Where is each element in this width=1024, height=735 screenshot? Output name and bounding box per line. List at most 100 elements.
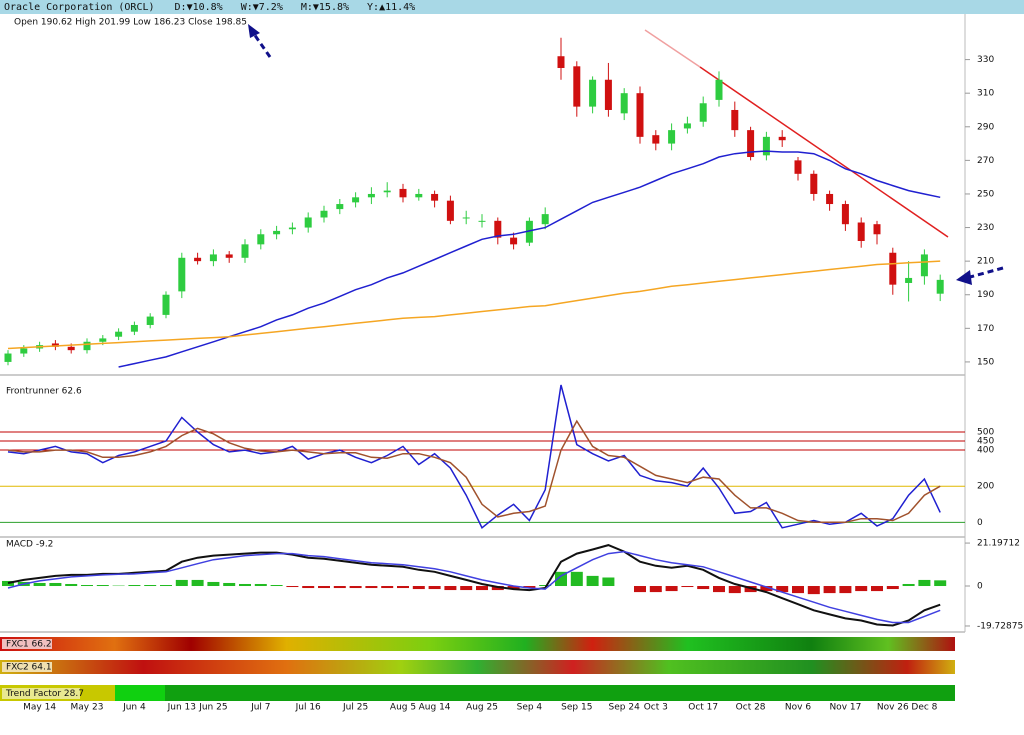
candle-body: [762, 136, 770, 156]
histogram-bar: [33, 582, 46, 587]
histogram-bar: [586, 575, 599, 587]
candle-body: [510, 237, 518, 245]
change-value: ▼15.8%: [313, 2, 349, 13]
histogram-bar: [144, 585, 157, 587]
line: [7, 550, 941, 624]
trend-line: [699, 66, 949, 238]
candle-body: [652, 135, 660, 144]
candle-body: [399, 188, 407, 198]
line: [7, 419, 941, 524]
change-label: W:: [241, 2, 253, 13]
y-tick-label: 270: [977, 156, 994, 166]
change-label: Y:: [367, 2, 379, 13]
candle-body: [273, 230, 281, 235]
x-tick-label: Jul 7: [250, 703, 270, 713]
strip-label: FXC2 64.1: [6, 663, 52, 673]
histogram-bar: [302, 586, 315, 589]
x-tick-label: Nov 6: [785, 703, 811, 713]
panel-title: Frontrunner 62.6: [6, 387, 82, 397]
arrow: [252, 33, 272, 58]
y-tick-label: 0: [977, 518, 983, 528]
histogram-bar: [871, 586, 883, 592]
candle-body: [20, 348, 28, 354]
histogram-bar: [713, 586, 725, 593]
line: [7, 260, 941, 350]
candle-body: [304, 217, 312, 228]
candle-body: [115, 331, 123, 337]
candle-body: [99, 338, 107, 342]
histogram-bar: [2, 580, 14, 587]
candle-body: [336, 204, 344, 210]
histogram-bar: [918, 579, 931, 587]
panel-title: MACD -9.2: [6, 540, 53, 550]
candle-body: [383, 190, 391, 193]
trend-strip: [115, 685, 165, 701]
histogram-bar: [886, 586, 899, 590]
candle-body: [4, 353, 12, 362]
histogram-bar: [412, 586, 425, 590]
histogram-bar: [602, 577, 615, 587]
x-tick-label: Sep 15: [561, 703, 592, 713]
candle-body: [241, 244, 249, 258]
y-tick-label: 210: [977, 257, 994, 267]
candle-body: [51, 343, 59, 347]
histogram-bar: [223, 582, 236, 587]
candle-body: [178, 257, 186, 292]
heat-strip: [0, 660, 955, 674]
histogram-bar: [254, 583, 267, 587]
histogram-bar: [491, 586, 504, 591]
histogram-bar: [839, 586, 852, 594]
change-label: M:: [301, 2, 313, 13]
x-tick-label: May 14: [23, 703, 56, 713]
histogram-bar: [96, 585, 109, 587]
candle-body: [130, 324, 138, 332]
x-tick-label: Nov 17: [829, 703, 861, 713]
trend-line: [644, 29, 701, 68]
histogram-bar: [934, 580, 947, 587]
change-value: ▲11.4%: [379, 2, 415, 13]
candle-body: [636, 93, 644, 137]
candle-body: [67, 346, 75, 351]
candle-body: [209, 254, 217, 262]
strip-label: Trend Factor 28.7: [5, 689, 84, 699]
candle-body: [431, 193, 439, 201]
candle-body: [146, 316, 154, 325]
candle-body: [541, 214, 549, 225]
histogram-bar: [807, 586, 820, 595]
y-tick-label: 150: [977, 357, 994, 367]
line: [7, 384, 941, 529]
histogram-bar: [507, 586, 520, 590]
histogram-bar: [792, 586, 804, 594]
y-tick-label: 190: [977, 290, 994, 300]
histogram-bar: [728, 586, 741, 594]
x-tick-label: Aug 25: [466, 703, 498, 713]
histogram-bar: [523, 586, 536, 589]
y-tick-label: -19.72875: [977, 621, 1023, 631]
x-tick-label: Aug 5: [390, 703, 416, 713]
histogram-bar: [65, 583, 78, 587]
histogram-bar: [318, 586, 330, 589]
strip-label-bg: [2, 662, 52, 672]
histogram-bar: [160, 585, 172, 587]
histogram-bar: [555, 571, 567, 587]
histogram-bar: [460, 586, 473, 591]
candle-body: [162, 294, 170, 315]
y-tick-label: 170: [977, 324, 994, 334]
y-tick-label: 330: [977, 55, 994, 65]
x-tick-label: Dec 8: [911, 703, 937, 713]
histogram-bar: [428, 586, 441, 590]
candle-body: [604, 79, 612, 110]
histogram-bar: [239, 583, 251, 587]
y-tick-label: 0: [977, 582, 983, 592]
y-tick-label: 310: [977, 89, 994, 99]
histogram-bar: [128, 585, 141, 587]
histogram-bar: [333, 586, 346, 589]
histogram-bar: [191, 579, 204, 587]
histogram-bar: [476, 586, 488, 591]
y-tick-label: 250: [977, 189, 994, 199]
histogram-bar: [902, 583, 915, 587]
x-tick-label: Oct 17: [688, 703, 718, 713]
candle-body: [352, 197, 360, 203]
candle-body: [699, 103, 707, 122]
